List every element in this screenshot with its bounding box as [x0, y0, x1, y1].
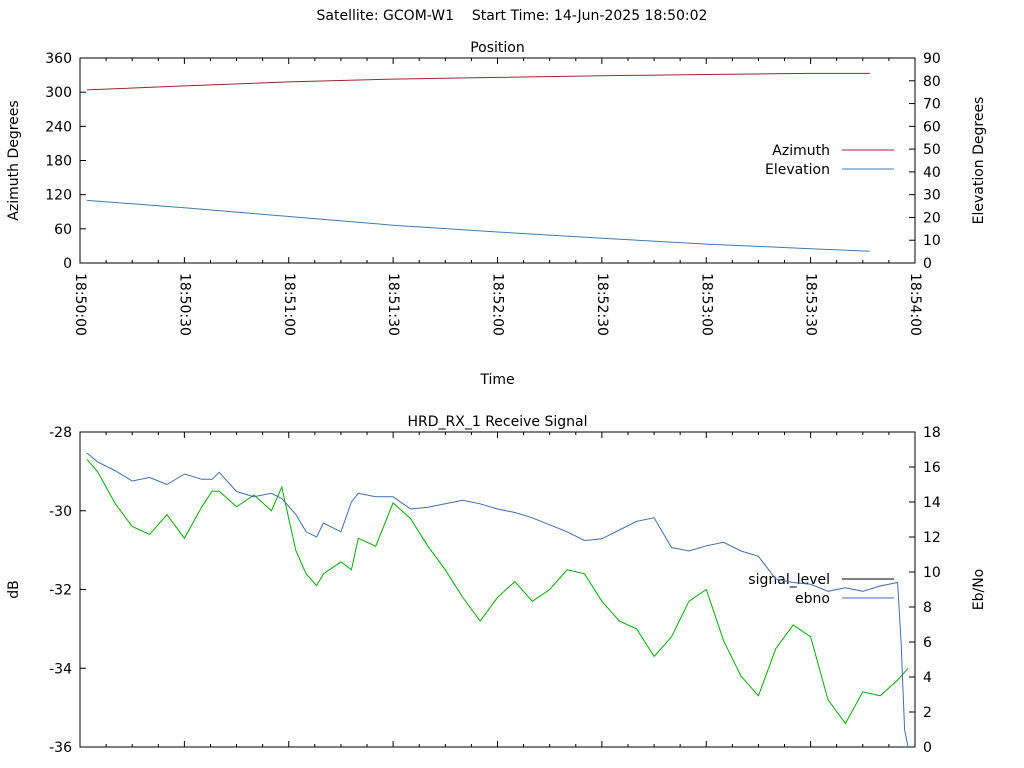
position-y2label: Elevation Degrees [971, 97, 987, 225]
satellite-label: Satellite: GCOM-W1 [316, 8, 455, 24]
position-y2tick-label: 50 [923, 142, 941, 158]
position-y2tick-label: 70 [923, 97, 941, 113]
signal-y2tick-label: 12 [923, 530, 941, 546]
position-ylabel: Azimuth Degrees [6, 100, 22, 220]
position-y2tick-label: 40 [923, 165, 941, 181]
signal-ylabel: dB [6, 580, 22, 599]
signal-y2tick-label: 18 [923, 425, 941, 441]
position-legend-label: Elevation [765, 162, 830, 178]
position-series-elevation-line [86, 199, 870, 252]
signal-y2tick-label: 16 [923, 460, 941, 476]
position-xtick-label: 18:50:00 [72, 273, 88, 336]
signal-y2tick-label: 6 [923, 635, 932, 651]
position-xtick-label: 18:52:30 [594, 273, 610, 336]
position-xlabel: Time [479, 372, 514, 388]
position-ytick-label: 0 [63, 256, 72, 272]
position-ytick-label: 180 [45, 154, 72, 170]
position-y2tick-label: 80 [923, 74, 941, 90]
signal-legend-label: signal_level [748, 572, 830, 588]
position-xtick-label: 18:54:00 [907, 273, 923, 336]
position-ytick-label: 60 [54, 222, 72, 238]
position-ytick-label: 360 [45, 51, 72, 67]
signal-title: HRD_RX_1 Receive Signal [408, 414, 588, 430]
signal-y2label: Eb/No [971, 569, 987, 611]
position-y2tick-label: 0 [923, 256, 932, 272]
position-legend-label: Azimuth [772, 143, 830, 159]
signal-ytick-label: -36 [49, 740, 72, 756]
position-y2tick-label: 90 [923, 51, 941, 67]
signal-ytick-label: -30 [49, 504, 72, 520]
signal-ytick-label: -34 [49, 661, 72, 677]
position-ytick-label: 120 [45, 188, 72, 204]
position-y2tick-label: 60 [923, 119, 941, 135]
position-xtick-label: 18:53:30 [803, 273, 819, 336]
position-series-azimuth-line [86, 72, 870, 91]
position-xtick-label: 18:53:00 [698, 273, 714, 336]
position-xtick-label: 18:51:30 [385, 273, 401, 336]
chart-header: Satellite: GCOM-W1 Start Time: 14-Jun-20… [0, 8, 1024, 24]
position-y2tick-label: 10 [923, 233, 941, 249]
position-y2tick-label: 30 [923, 188, 941, 204]
signal-series-ebno-line [86, 452, 909, 748]
signal-y2tick-label: 8 [923, 600, 932, 616]
signal-ytick-label: -28 [49, 425, 72, 441]
position-xtick-label: 18:52:00 [490, 273, 506, 336]
signal-ytick-label: -32 [49, 583, 72, 599]
signal-y2tick-label: 10 [923, 565, 941, 581]
position-xtick-label: 18:51:00 [281, 273, 297, 336]
position-y2tick-label: 20 [923, 210, 941, 226]
signal-y2tick-label: 4 [923, 670, 932, 686]
signal-y2tick-label: 14 [923, 495, 941, 511]
position-ytick-label: 240 [45, 119, 72, 135]
signal-legend-label: ebno [795, 591, 830, 607]
position-xtick-label: 18:50:30 [176, 273, 192, 336]
position-ytick-label: 300 [45, 85, 72, 101]
signal-y2tick-label: 2 [923, 705, 932, 721]
signal-series-signal_level-line [86, 459, 909, 725]
start-time-label: Start Time: 14-Jun-2025 18:50:02 [471, 8, 708, 24]
signal-y2tick-label: 0 [923, 740, 932, 756]
position-title: Position [470, 40, 525, 56]
